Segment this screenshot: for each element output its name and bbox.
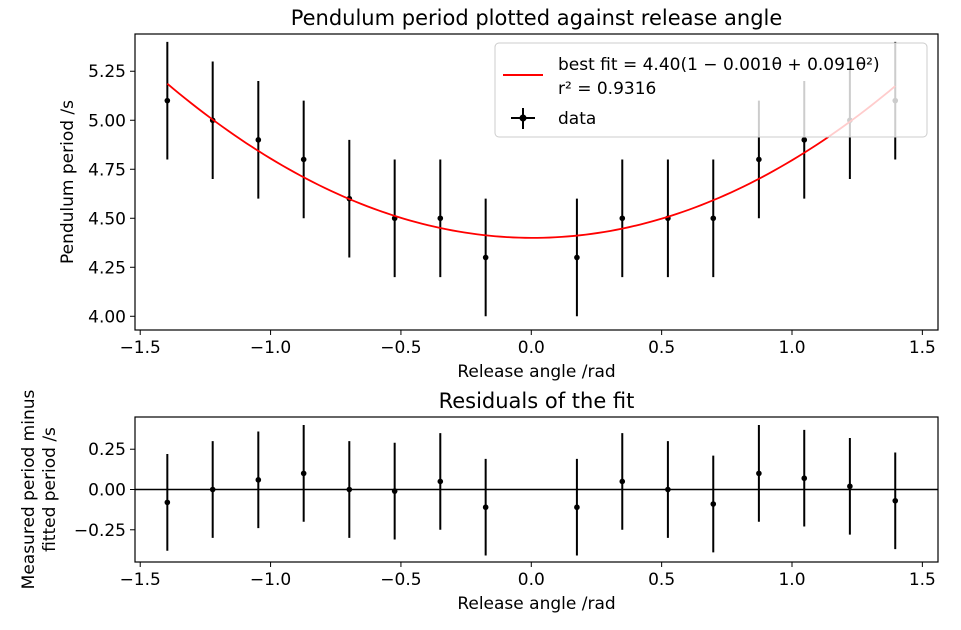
y-tick-label: 5.00 [88, 111, 126, 131]
data-point [710, 215, 717, 222]
data-point [300, 156, 307, 163]
y-axis-label: Pendulum period /s [58, 100, 78, 264]
x-tick-label: −1.0 [250, 570, 291, 590]
axes-frame [134, 33, 939, 331]
x-tick-label: −0.5 [380, 570, 421, 590]
chart-top: best fit = 4.40(1 − 0.001θ + 0.091θ²) r² … [58, 6, 939, 382]
data-point [847, 483, 853, 490]
x-axis-label: Release angle /rad [457, 362, 615, 382]
y-tick-label: 4.00 [88, 307, 126, 327]
x-axis-label: Release angle /rad [457, 594, 615, 614]
data-point [164, 499, 171, 506]
data-point [437, 478, 444, 485]
x-tick-label: 1.5 [909, 338, 936, 358]
y-tick-label: −0.25 [74, 521, 126, 541]
y-tick-label: 5.25 [88, 62, 126, 82]
data-point [801, 137, 808, 143]
chart-title: Residuals of the fit [439, 389, 635, 413]
data-point [300, 470, 307, 477]
y-axis-label-line: Measured period minus [19, 390, 39, 590]
x-tick-label: −1.0 [250, 338, 291, 358]
y-tick-label: 4.50 [88, 209, 126, 229]
data-point [391, 488, 398, 494]
data-point [255, 137, 262, 143]
data-point [710, 501, 717, 507]
legend-box [494, 42, 928, 138]
legend-fit-label: best fit = 4.40(1 − 0.001θ + 0.091θ²) [558, 55, 880, 75]
x-tick-label: 1.5 [909, 570, 936, 590]
x-tick-label: −0.5 [380, 338, 421, 358]
y-axis-label-line: fitted period /s [40, 427, 60, 552]
data-point [619, 478, 626, 485]
data-point [482, 254, 489, 261]
x-tick-label: 1.0 [778, 338, 805, 358]
x-tick-label: 0.0 [518, 338, 545, 358]
chart-bottom: −1.5 −1.0 −0.5 0.0 0.5 1.0 1.5 −0.25 0.00 0.25 Res… [19, 389, 939, 614]
legend-data-swatch-dot [519, 114, 527, 122]
legend: best fit = 4.40(1 − 0.001θ + 0.091θ²) r² … [494, 42, 928, 138]
legend-data-label: data [558, 109, 596, 129]
data-point [346, 486, 353, 493]
y-tick-label: 4.75 [88, 160, 126, 180]
x-tick-label: 0.0 [518, 570, 545, 590]
y-tick-label: 0.00 [88, 481, 126, 501]
y-tick-label: 4.25 [88, 258, 126, 278]
data-point [756, 470, 762, 477]
data-point [756, 156, 762, 163]
x-tick-label: 1.0 [778, 570, 805, 590]
data-point [255, 477, 262, 483]
x-tick-label: 0.5 [648, 570, 675, 590]
y-tick-label: 0.25 [88, 440, 126, 460]
data-point [437, 215, 444, 222]
data-point [574, 254, 580, 261]
data-point [209, 486, 216, 493]
data-point [892, 497, 899, 504]
x-tick-label: −1.5 [120, 570, 161, 590]
data-point [164, 97, 171, 104]
chart-title: Pendulum period plotted against release … [291, 6, 783, 30]
data-point [801, 475, 808, 482]
x-tick-label: 0.5 [648, 338, 675, 358]
x-tick-label: −1.5 [120, 338, 161, 358]
data-point [482, 504, 489, 511]
legend-r2-label: r² = 0.9316 [558, 79, 656, 99]
y-axis-label: Measured period minusfitted period /s [19, 390, 60, 590]
data-point [574, 504, 580, 511]
data-point [665, 486, 671, 493]
fit-line [166, 83, 896, 239]
data-point [619, 215, 626, 222]
